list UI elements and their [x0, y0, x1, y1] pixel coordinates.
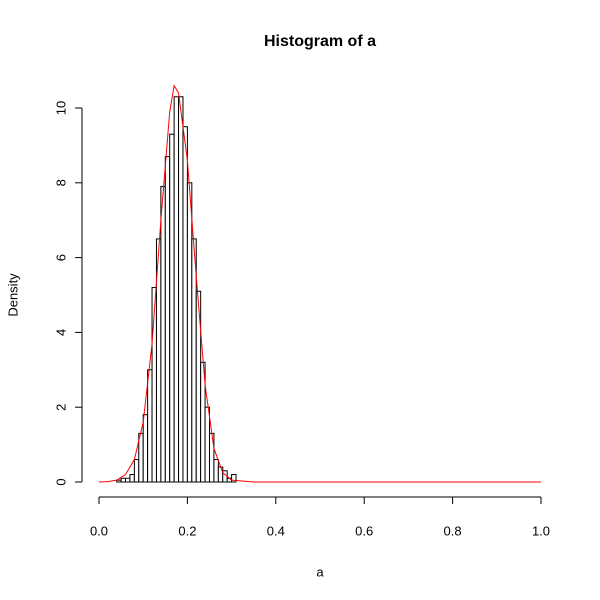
y-tick-label: 10: [53, 101, 68, 115]
bar: [231, 474, 237, 483]
bar: [120, 477, 127, 483]
x-tick-label: 0.8: [444, 523, 462, 538]
bar: [169, 133, 175, 483]
bar: [217, 466, 224, 483]
x-tick-label: 0.0: [90, 523, 108, 538]
y-tick-label: 2: [53, 404, 68, 411]
bar: [186, 182, 193, 483]
bar: [191, 238, 197, 483]
density-curve: [98, 84, 541, 483]
x-tick-label: 0.2: [178, 523, 196, 538]
y-tick-label: 8: [53, 179, 68, 186]
bar: [164, 156, 171, 483]
bar: [160, 186, 166, 483]
bar: [125, 477, 131, 483]
y-tick-label: 0: [53, 478, 68, 485]
bar: [213, 459, 219, 483]
bar: [204, 406, 211, 483]
y-axis-label: Density: [5, 273, 20, 317]
chart-title: Histogram of a: [264, 33, 376, 50]
x-tick-label: 1.0: [532, 523, 550, 538]
bar: [178, 96, 184, 483]
bar: [129, 474, 135, 483]
bar: [173, 96, 180, 483]
bar: [133, 459, 140, 483]
bar: [116, 479, 122, 483]
y-tick-label: 6: [53, 254, 68, 261]
bar: [142, 414, 149, 483]
x-axis-label: a: [316, 564, 324, 579]
bar: [147, 369, 153, 483]
x-tick-label: 0.4: [267, 523, 285, 538]
bar: [182, 126, 188, 483]
bar: [138, 432, 144, 483]
x-tick-label: 0.6: [355, 523, 373, 538]
y-tick-label: 4: [53, 329, 68, 336]
